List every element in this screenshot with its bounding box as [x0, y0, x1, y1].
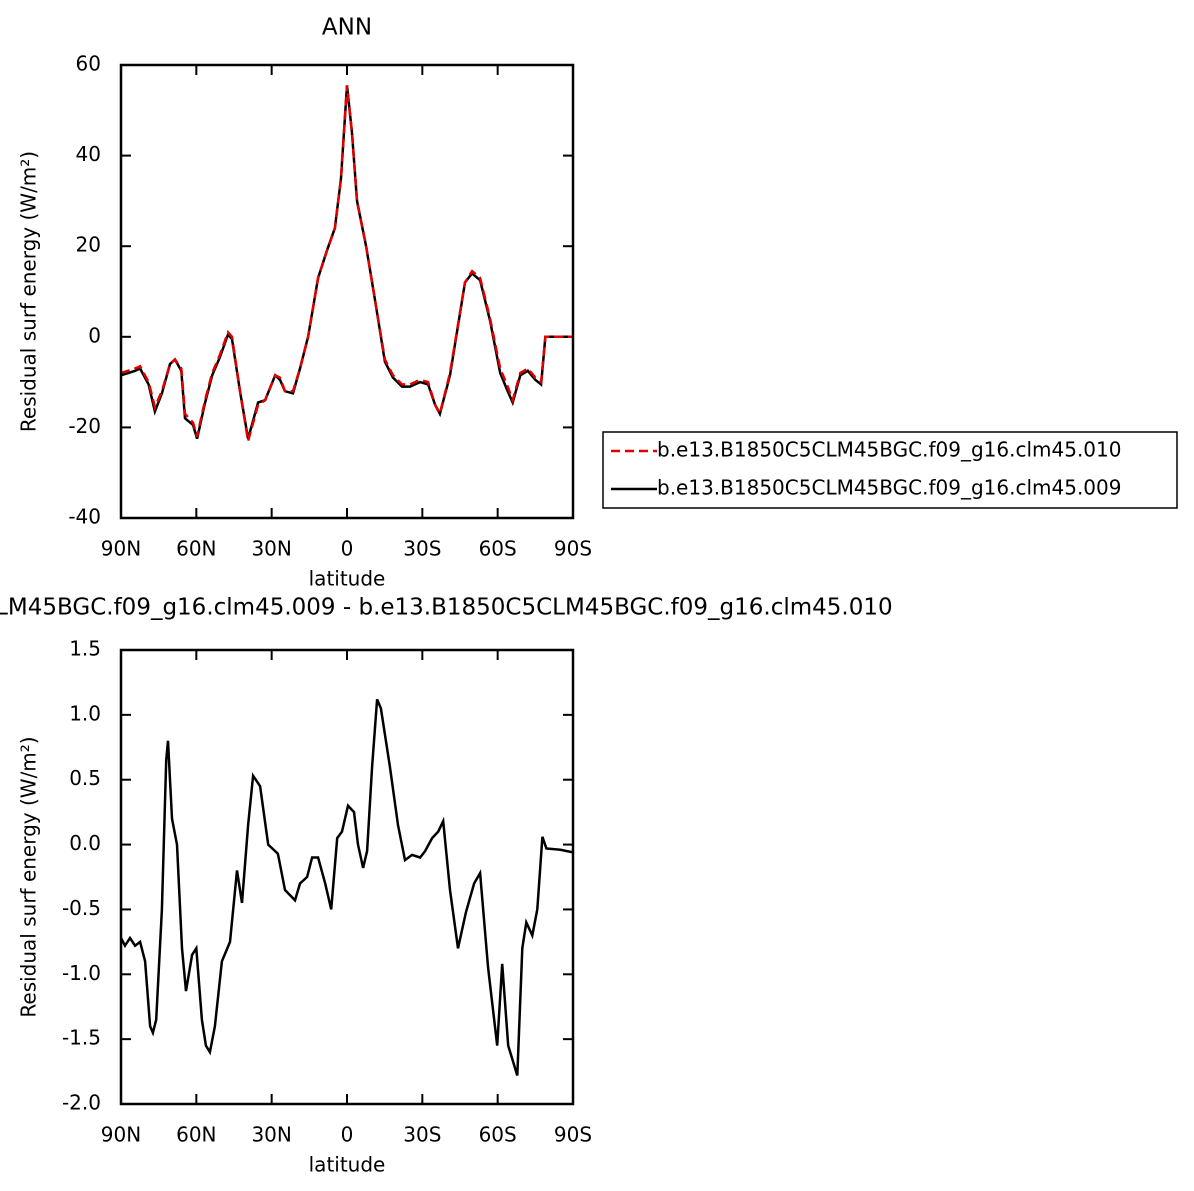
y-axis-label: Residual surf energy (W/m²) — [17, 736, 41, 1017]
y-tick-label: 40 — [76, 142, 101, 166]
x-tick-label: 0 — [341, 537, 354, 561]
plot-frame — [119, 648, 575, 1106]
plot-frame — [119, 63, 575, 520]
y-tick-label: 60 — [76, 52, 101, 76]
x-tick-label: 30N — [251, 537, 291, 561]
x-tick-label: 60S — [479, 537, 517, 561]
chart-title: ANN — [322, 15, 372, 41]
line-series — [119, 698, 574, 1076]
x-tick-label: 30N — [251, 1123, 291, 1147]
legend-label: b.e13.B1850C5CLM45BGC.f09_g16.clm45.010 — [657, 438, 1121, 462]
x-tick-label: 0 — [341, 1123, 354, 1147]
x-tick-label: 30S — [403, 537, 441, 561]
y-tick-label: -0.5 — [62, 896, 101, 920]
y-tick-label: 0.0 — [69, 831, 101, 855]
y-tick-label: -1.5 — [62, 1026, 101, 1050]
x-tick-label: 60N — [176, 537, 216, 561]
legend-label: b.e13.B1850C5CLM45BGC.f09_g16.clm45.009 — [657, 476, 1121, 500]
legend-box — [602, 431, 1178, 509]
x-tick-label: 90S — [554, 1123, 592, 1147]
y-tick-label: 1.0 — [69, 701, 101, 725]
y-tick-label: 20 — [76, 233, 101, 257]
y-tick-label: -1.0 — [62, 961, 101, 985]
x-tick-label: 30S — [403, 1123, 441, 1147]
line-series — [120, 85, 573, 440]
x-tick-label: 90N — [101, 537, 141, 561]
line-series — [120, 85, 573, 442]
y-tick-label: 1.5 — [69, 637, 101, 661]
y-tick-label: -20 — [68, 414, 101, 438]
x-tick-label: 60S — [479, 1123, 517, 1147]
y-axis-label: Residual surf energy (W/m²) — [17, 151, 41, 432]
chart-title: b.e13.B1850C5CLM45BGC.f09_g16.clm45.009 … — [0, 595, 893, 621]
y-tick-label: 0 — [88, 323, 101, 347]
x-tick-label: 90N — [101, 1123, 141, 1147]
x-tick-label: 90S — [554, 537, 592, 561]
x-tick-label: 60N — [176, 1123, 216, 1147]
y-tick-label: 0.5 — [69, 766, 101, 790]
x-axis-label: latitude — [309, 567, 386, 591]
y-tick-label: -2.0 — [62, 1091, 101, 1115]
y-tick-label: -40 — [68, 505, 101, 529]
x-axis-label: latitude — [309, 1153, 386, 1177]
